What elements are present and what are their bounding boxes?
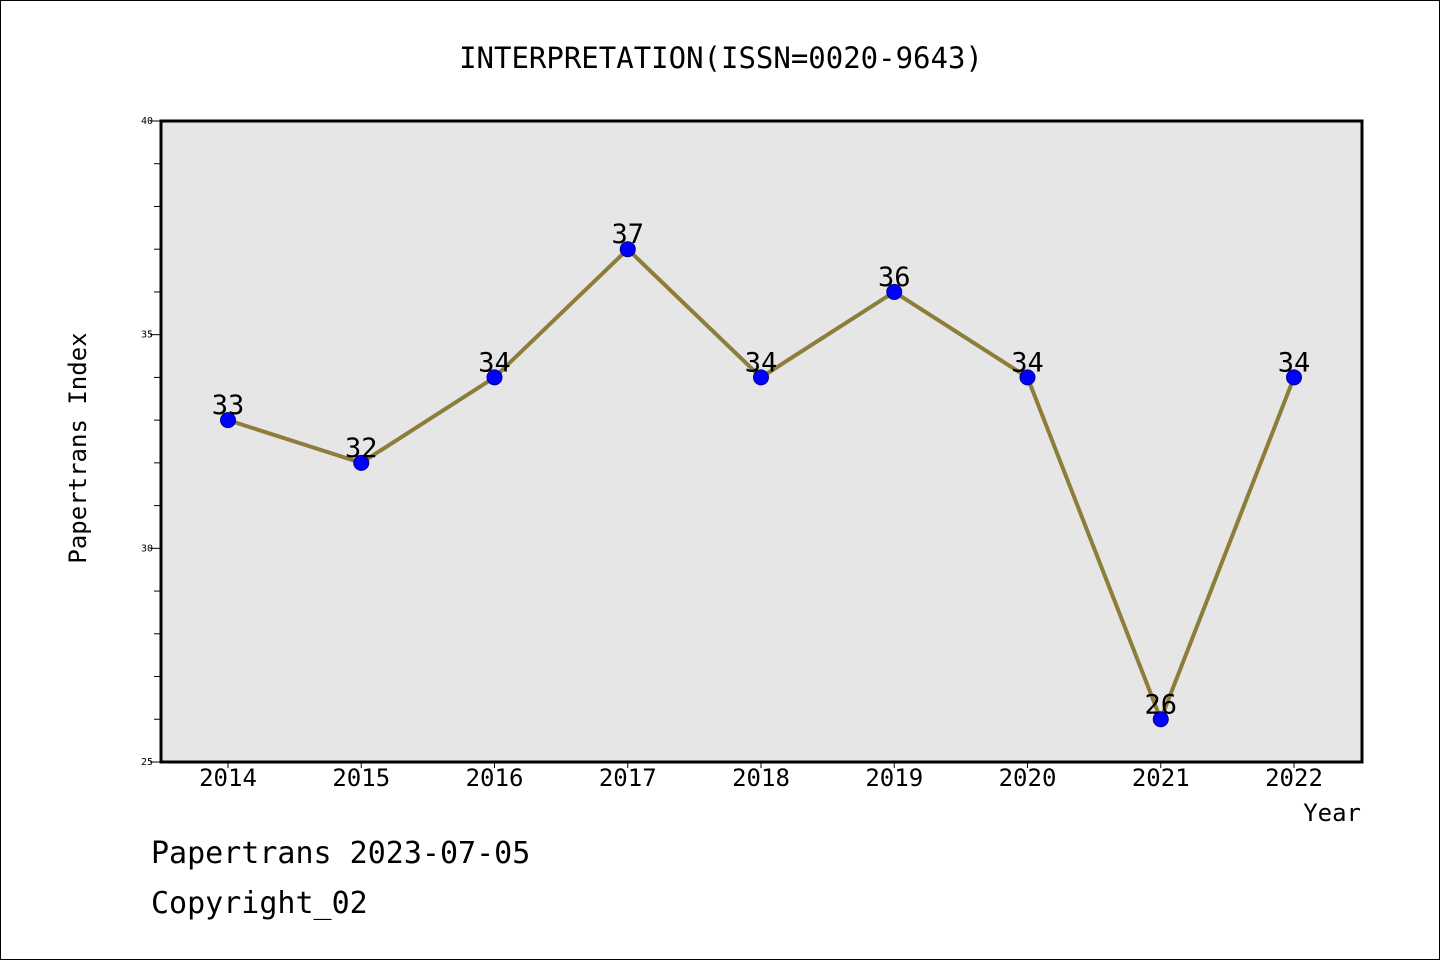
data-point (220, 412, 236, 429)
footer-date-line: Papertrans 2023-07-05 (151, 836, 531, 871)
y-tick-label: 25 (141, 757, 153, 768)
x-tick-label: 2014 (199, 764, 257, 792)
data-point (886, 283, 903, 300)
series-layer: 33 32 34 37 34 36 34 26 34 (212, 219, 1311, 728)
data-point (619, 241, 636, 258)
y-tick-label: 35 (141, 330, 153, 341)
data-label: 34 (1278, 347, 1311, 378)
x-tick-label: 2021 (1132, 764, 1190, 792)
plot-border (159, 119, 1364, 764)
data-label: 37 (611, 219, 644, 250)
footer-copyright-line: Copyright_02 (151, 886, 368, 921)
data-point (753, 369, 769, 386)
data-label: 34 (745, 347, 778, 378)
y-axis-ticks: 25 30 35 40 (141, 116, 161, 768)
x-tick-label: 2022 (1265, 764, 1323, 792)
y-axis-label: Papertrans Index (64, 332, 92, 563)
data-label: 32 (345, 433, 378, 464)
x-tick-label: 2017 (599, 764, 657, 792)
data-point (353, 454, 370, 471)
x-tick-label: 2016 (466, 764, 524, 792)
x-axis-label: Year (1303, 799, 1361, 827)
data-point (1286, 369, 1302, 386)
data-label: 33 (212, 390, 245, 421)
data-point (486, 369, 503, 386)
data-point (1152, 711, 1169, 728)
chart-title: INTERPRETATION(ISSN=0020-9643) (459, 41, 983, 75)
x-tick-label: 2018 (732, 764, 790, 792)
data-point (1019, 369, 1036, 386)
x-tick-label: 2019 (865, 764, 923, 792)
data-label: 26 (1144, 689, 1177, 720)
plot-area (161, 121, 1362, 762)
data-label: 34 (478, 347, 511, 378)
y-tick-label: 30 (141, 543, 153, 554)
x-tick-label: 2020 (999, 764, 1057, 792)
data-label: 36 (878, 262, 911, 293)
y-tick-label: 40 (141, 116, 153, 127)
x-tick-label: 2015 (332, 764, 390, 792)
data-label: 34 (1011, 347, 1044, 378)
x-axis-ticks: 2014 2015 2016 2017 2018 2019 2020 2021 2022 (199, 762, 1323, 792)
